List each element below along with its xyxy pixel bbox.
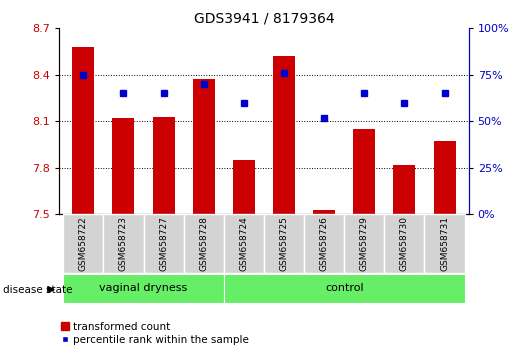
Bar [144, 214, 184, 273]
Bar [424, 214, 465, 273]
Text: GSM658723: GSM658723 [119, 216, 128, 271]
Bar [393, 165, 416, 214]
Bar [224, 214, 264, 273]
Bar [63, 274, 224, 303]
Bar [344, 214, 384, 273]
Bar [63, 214, 104, 273]
Bar [264, 214, 304, 273]
Bar [273, 56, 295, 214]
Text: GSM658729: GSM658729 [360, 216, 369, 271]
Text: GSM658725: GSM658725 [280, 216, 288, 271]
Text: GSM658726: GSM658726 [320, 216, 329, 271]
Text: control: control [325, 283, 364, 293]
Text: GSM658728: GSM658728 [199, 216, 208, 271]
Text: GSM658724: GSM658724 [239, 216, 248, 271]
Text: GSM658727: GSM658727 [159, 216, 168, 271]
Text: GSM658722: GSM658722 [79, 216, 88, 271]
Title: GDS3941 / 8179364: GDS3941 / 8179364 [194, 12, 334, 26]
Bar [104, 214, 144, 273]
Bar [184, 214, 224, 273]
Bar [384, 214, 424, 273]
Legend: transformed count, percentile rank within the sample: transformed count, percentile rank withi… [57, 317, 253, 349]
Text: GSM658731: GSM658731 [440, 216, 449, 271]
Bar [233, 160, 255, 214]
Bar [193, 79, 215, 214]
Text: GSM658730: GSM658730 [400, 216, 409, 271]
Bar [224, 274, 465, 303]
Text: disease state: disease state [3, 285, 72, 295]
Bar [304, 214, 344, 273]
Bar [152, 116, 175, 214]
Bar [72, 47, 94, 214]
Bar [353, 129, 375, 214]
Text: vaginal dryness: vaginal dryness [99, 283, 187, 293]
Bar [313, 210, 335, 214]
Bar [434, 141, 456, 214]
Bar [112, 118, 134, 214]
